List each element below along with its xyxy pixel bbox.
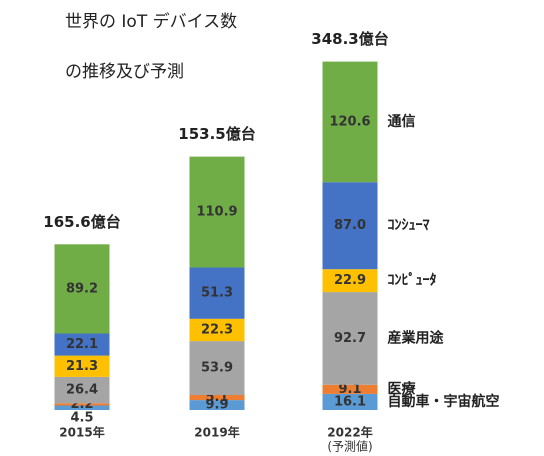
bar-segment <box>322 292 378 385</box>
bar-segment <box>189 400 245 410</box>
bar-segment <box>322 182 378 270</box>
value-label: 51.3 <box>201 286 233 301</box>
bar-segment <box>54 403 110 406</box>
total-label: 348.3億台 <box>311 30 388 48</box>
value-label: 87.0 <box>334 218 366 233</box>
value-label: 21.3 <box>66 359 98 374</box>
total-label: 165.6億台 <box>43 213 120 231</box>
bar-segment <box>54 405 110 410</box>
legend-label: ｺﾝﾋﾟｭｰﾀ <box>388 272 437 289</box>
chart-title: 世界の IoT デバイス数 <box>65 11 237 32</box>
value-label: 89.2 <box>66 281 98 296</box>
bar-segment <box>189 318 245 342</box>
bar-segment <box>322 269 378 293</box>
value-label: 22.9 <box>334 273 366 288</box>
bar-segment <box>189 341 245 395</box>
value-label: 4.5 <box>70 411 93 426</box>
bar-segment <box>322 61 378 183</box>
x-tick-label: 2019年 <box>194 425 239 440</box>
x-tick-label: 2015年 <box>59 425 104 440</box>
value-label: 16.1 <box>334 394 366 409</box>
bar-segment <box>54 333 110 356</box>
chart-title: の推移及び予測 <box>65 62 184 82</box>
value-label: 110.9 <box>196 205 237 220</box>
bar-segment <box>189 267 245 319</box>
value-label: 26.4 <box>66 383 98 398</box>
legend-label: 医療 <box>388 380 417 397</box>
legend-label: ｺﾝｼｭｰﾏ <box>388 218 430 234</box>
legend-label: 通信 <box>388 113 416 130</box>
value-label: 22.1 <box>66 337 98 352</box>
bar-segment <box>189 395 245 401</box>
total-label: 153.5億台 <box>178 125 255 143</box>
value-label: 92.7 <box>334 331 366 346</box>
x-tick-note: (予測値) <box>327 439 372 454</box>
bar-segment <box>322 384 378 394</box>
legend-label: 自動車・宇宙航空 <box>388 393 500 410</box>
value-label: 53.9 <box>201 361 233 376</box>
x-tick-label: 2022年 <box>327 425 372 440</box>
bar-segment <box>54 355 110 377</box>
value-label: 9.9 <box>205 398 228 413</box>
bar-segment <box>54 376 110 404</box>
bar-segment <box>322 393 378 410</box>
bar-segment <box>189 156 245 268</box>
bar-segment <box>54 244 110 334</box>
value-label: 9.1 <box>338 382 361 397</box>
legend-label: 産業用途 <box>388 329 445 346</box>
value-label: 120.6 <box>329 114 370 129</box>
value-label: 22.3 <box>201 322 233 337</box>
